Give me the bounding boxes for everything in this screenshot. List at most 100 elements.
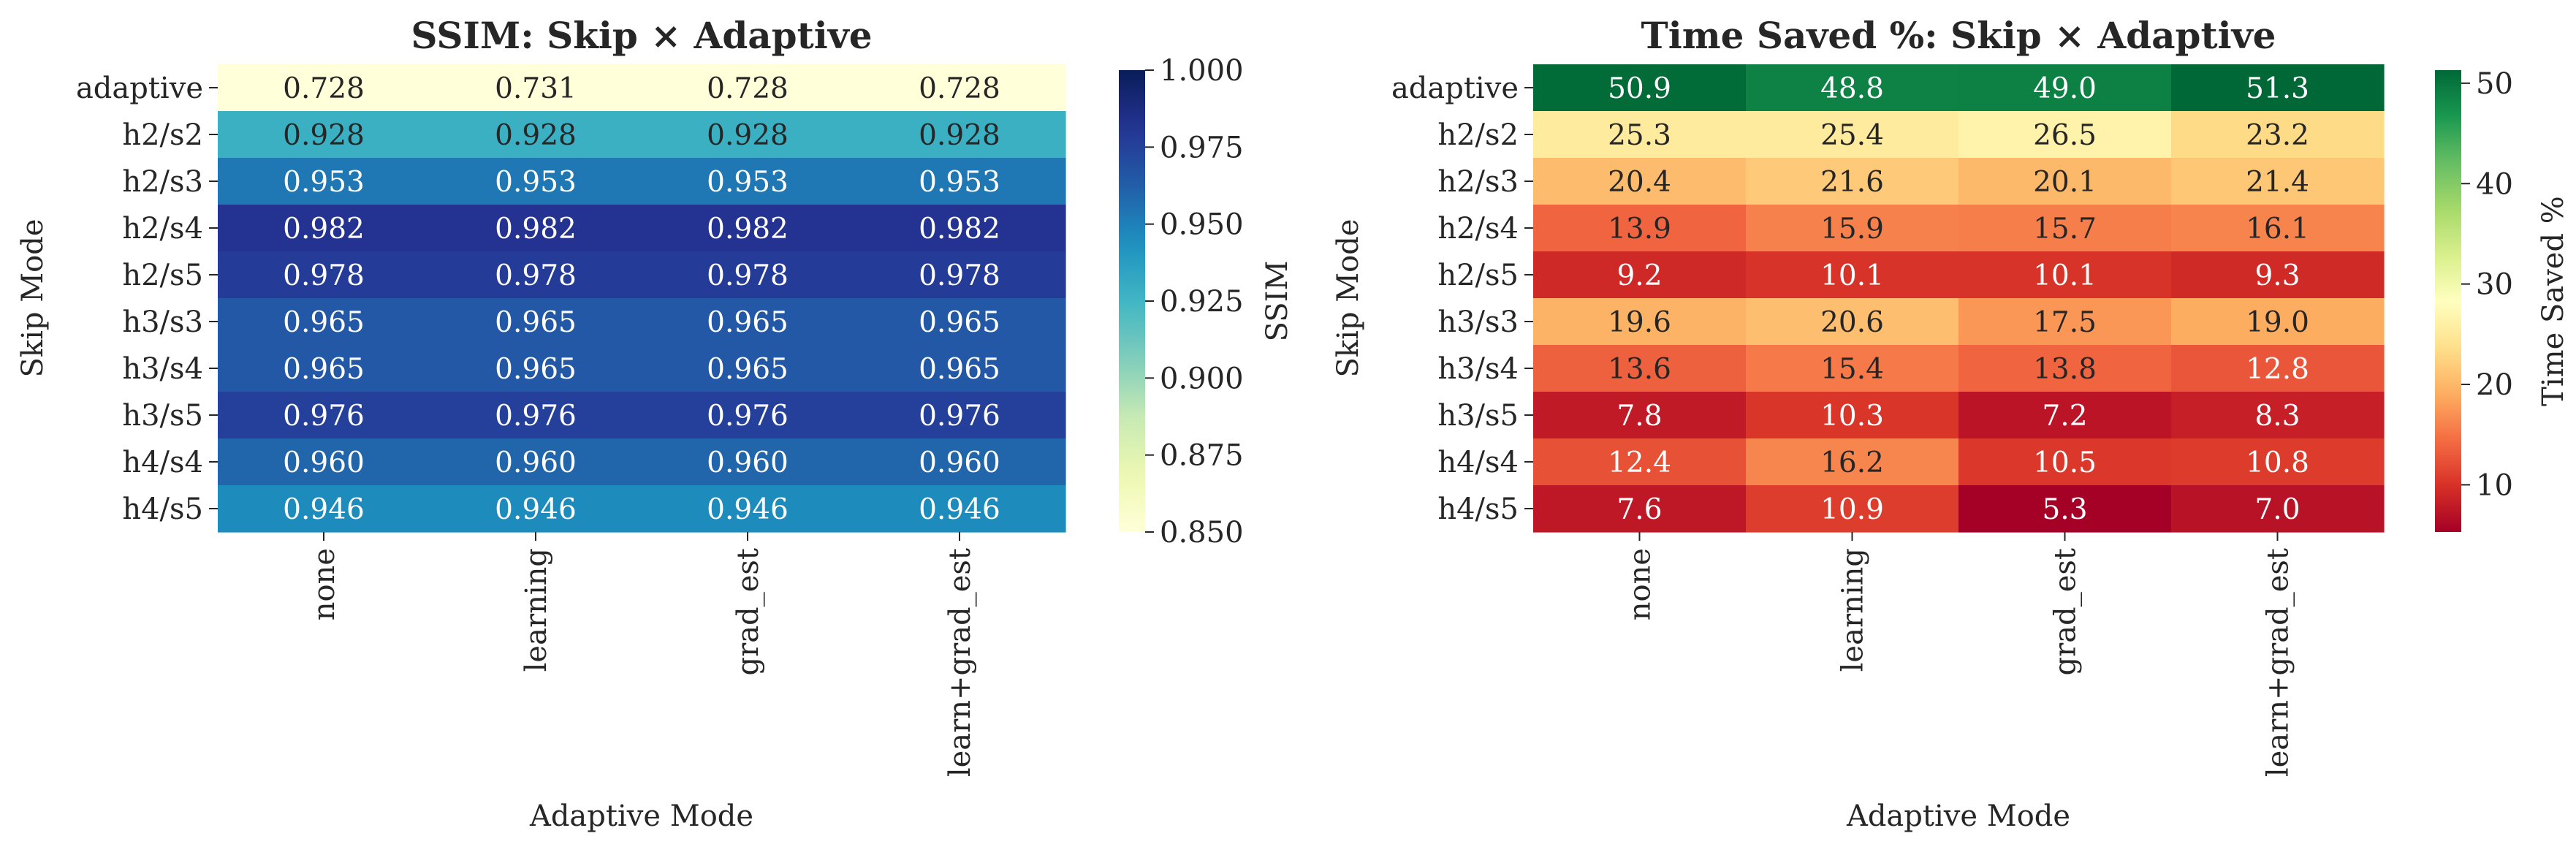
cell-value-label: 7.8 [1616, 400, 1662, 433]
y-tick-label: h2/s3 [122, 165, 203, 199]
y-axis-label: Skip Mode [16, 218, 50, 377]
heatmap-cell [854, 438, 1066, 486]
heatmap-cell [430, 111, 642, 159]
y-tick-label: adaptive [76, 72, 203, 105]
x-tick-label: none [1624, 548, 1657, 620]
cell-value-label: 0.946 [707, 493, 789, 526]
cell-value-label: 0.978 [707, 259, 789, 292]
cell-value-label: 48.8 [1820, 72, 1884, 105]
x-tick-label: learn+grad_est [2262, 548, 2295, 777]
y-tick-label: adaptive [1391, 72, 1519, 105]
cell-value-label: 0.731 [495, 72, 577, 105]
heatmap-cell [1533, 392, 1747, 439]
heatmap-cell [854, 205, 1066, 252]
x-tick-label: learning [1836, 548, 1870, 672]
cell-value-label: 23.2 [2246, 119, 2309, 152]
chart-title: SSIM: Skip × Adaptive [411, 14, 872, 57]
colorbar-tick-label: 50 [2476, 67, 2513, 101]
cell-value-label: 0.928 [495, 119, 577, 152]
colorbar-tick-label: 0.875 [1160, 439, 1244, 473]
y-tick-label: h3/s3 [122, 305, 203, 339]
heatmap-cell [854, 485, 1066, 533]
cell-value-label: 0.960 [495, 446, 577, 479]
heatmap-cell [854, 64, 1066, 112]
heatmap-cell [642, 485, 854, 533]
heatmap-cell [1533, 205, 1747, 252]
heatmap-cell [430, 392, 642, 439]
heatmap-cell [218, 345, 430, 392]
cell-value-label: 13.9 [1608, 213, 1671, 246]
heatmap-cell [430, 158, 642, 205]
heatmap-cell [854, 251, 1066, 299]
heatmap-cell [2171, 438, 2385, 486]
cell-value-label: 9.3 [2254, 259, 2300, 292]
heatmap-cell [1533, 158, 1747, 205]
heatmap-cell [642, 251, 854, 299]
colorbar-tick-label: 40 [2476, 167, 2513, 201]
cell-value-label: 0.953 [919, 166, 1000, 199]
heatmap-cell [854, 158, 1066, 205]
heatmap-cell [642, 298, 854, 346]
x-tick-label: grad_est [2049, 548, 2083, 675]
heatmap-cell [2171, 205, 2385, 252]
cell-value-label: 0.953 [495, 166, 577, 199]
colorbar-tick-label: 0.975 [1160, 131, 1244, 164]
heatmap-cell [1958, 64, 2172, 112]
y-axis-label: Skip Mode [1331, 218, 1365, 377]
cell-value-label: 0.976 [919, 400, 1000, 433]
cell-value-label: 0.960 [919, 446, 1000, 479]
y-tick-label: h3/s3 [1437, 305, 1519, 339]
cell-value-label: 0.965 [707, 306, 789, 339]
heatmap-cell [430, 438, 642, 486]
colorbar-label: SSIM [1261, 261, 1294, 342]
cell-value-label: 0.982 [707, 213, 789, 246]
cell-value-label: 21.6 [1820, 166, 1884, 199]
cell-value-label: 10.1 [1820, 259, 1884, 292]
cell-value-label: 25.3 [1608, 119, 1671, 152]
heatmap-cell [1958, 205, 2172, 252]
cell-value-label: 0.978 [919, 259, 1000, 292]
heatmap-cell [1533, 438, 1747, 486]
heatmap-cell [1533, 111, 1747, 159]
heatmap-cell [2171, 298, 2385, 346]
cell-value-label: 0.953 [707, 166, 789, 199]
heatmap-cell [2171, 345, 2385, 392]
cell-value-label: 51.3 [2246, 72, 2309, 105]
colorbar-tick-label: 0.925 [1160, 285, 1244, 319]
cell-value-label: 15.4 [1820, 353, 1884, 386]
x-tick-label: grad_est [732, 548, 765, 675]
cell-value-label: 13.6 [1608, 353, 1671, 386]
cell-value-label: 26.5 [2033, 119, 2097, 152]
x-tick-label: learning [520, 548, 553, 672]
cell-value-label: 0.928 [283, 119, 365, 152]
cell-value-label: 49.0 [2033, 72, 2097, 105]
cell-value-label: 8.3 [2254, 400, 2300, 433]
heatmap-cell [2171, 251, 2385, 299]
heatmap-cell [642, 392, 854, 439]
heatmap-cell [430, 345, 642, 392]
heatmap-cell [430, 205, 642, 252]
heatmap-cell [430, 298, 642, 346]
y-tick-label: h2/s2 [1437, 118, 1519, 152]
heatmap-cell [642, 345, 854, 392]
y-tick-label: h3/s5 [122, 399, 203, 433]
cell-value-label: 0.965 [919, 353, 1000, 386]
time-saved-heatmap-panel: Time Saved %: Skip × Adaptive 50.9 48.8 49.… [1331, 14, 2570, 833]
chart-title: Time Saved %: Skip × Adaptive [1641, 14, 2276, 57]
cell-value-label: 21.4 [2246, 166, 2309, 199]
heatmap-cell [430, 64, 642, 112]
colorbar [1119, 70, 1145, 532]
cell-value-label: 0.965 [707, 353, 789, 386]
cell-value-label: 0.928 [707, 119, 789, 152]
y-tick-label: h2/s5 [1437, 259, 1519, 292]
cell-value-label: 0.728 [919, 72, 1000, 105]
cell-value-label: 0.946 [919, 493, 1000, 526]
cell-value-label: 0.965 [919, 306, 1000, 339]
colorbar [2435, 70, 2461, 532]
cell-value-label: 7.6 [1616, 493, 1662, 526]
colorbar-tick-label: 0.900 [1160, 362, 1244, 395]
heatmap-cell [1958, 251, 2172, 299]
y-tick-label: h4/s5 [1437, 493, 1519, 526]
cell-value-label: 0.728 [283, 72, 365, 105]
cell-value-label: 50.9 [1608, 72, 1671, 105]
